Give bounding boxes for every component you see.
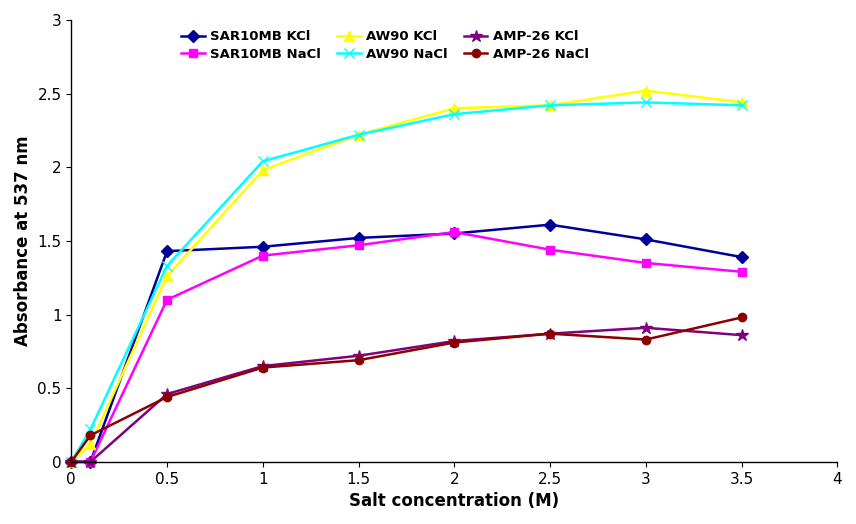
AW90 KCl <box>354 132 364 138</box>
Line: AW90 KCl: AW90 KCl <box>67 86 746 467</box>
AMP-26 NaCl <box>545 331 556 337</box>
SAR10MB NaCl <box>162 297 172 303</box>
AMP-26 KCl <box>736 332 746 339</box>
SAR10MB NaCl <box>640 260 651 266</box>
AW90 NaCl <box>66 458 76 465</box>
AMP-26 NaCl <box>86 432 96 439</box>
Line: SAR10MB KCl: SAR10MB KCl <box>67 221 746 466</box>
SAR10MB NaCl <box>66 458 76 465</box>
AW90 KCl <box>86 441 96 447</box>
SAR10MB KCl <box>640 236 651 243</box>
AW90 KCl <box>66 458 76 465</box>
AMP-26 KCl <box>354 353 364 359</box>
Line: AW90 NaCl: AW90 NaCl <box>67 97 746 467</box>
SAR10MB NaCl <box>354 242 364 248</box>
SAR10MB KCl <box>86 458 96 465</box>
AW90 KCl <box>736 99 746 105</box>
Line: SAR10MB NaCl: SAR10MB NaCl <box>67 228 746 466</box>
AW90 NaCl <box>736 102 746 108</box>
SAR10MB KCl <box>449 231 460 237</box>
AW90 NaCl <box>449 111 460 117</box>
Legend: SAR10MB KCl, SAR10MB NaCl, AW90 KCl, AW90 NaCl, AMP-26 KCl, AMP-26 NaCl: SAR10MB KCl, SAR10MB NaCl, AW90 KCl, AW9… <box>177 27 592 65</box>
AW90 NaCl <box>640 99 651 105</box>
AW90 KCl <box>640 88 651 94</box>
AW90 KCl <box>545 102 556 108</box>
SAR10MB KCl <box>545 222 556 228</box>
AMP-26 KCl <box>66 458 76 465</box>
SAR10MB NaCl <box>449 229 460 235</box>
AMP-26 NaCl <box>258 364 268 370</box>
AMP-26 NaCl <box>66 458 76 465</box>
AMP-26 NaCl <box>736 314 746 321</box>
AMP-26 KCl <box>162 391 172 397</box>
AMP-26 KCl <box>640 325 651 331</box>
SAR10MB NaCl <box>86 458 96 465</box>
SAR10MB KCl <box>258 244 268 250</box>
SAR10MB KCl <box>736 254 746 260</box>
AW90 NaCl <box>258 158 268 165</box>
AW90 NaCl <box>354 132 364 138</box>
AW90 KCl <box>162 273 172 279</box>
AMP-26 NaCl <box>640 336 651 343</box>
AMP-26 KCl <box>258 363 268 369</box>
AW90 NaCl <box>162 263 172 269</box>
AW90 KCl <box>449 105 460 112</box>
AMP-26 KCl <box>86 458 96 465</box>
SAR10MB KCl <box>354 235 364 241</box>
Y-axis label: Absorbance at 537 nm: Absorbance at 537 nm <box>14 136 32 346</box>
Line: AMP-26 NaCl: AMP-26 NaCl <box>67 313 746 466</box>
Line: AMP-26 KCl: AMP-26 KCl <box>65 322 748 468</box>
AMP-26 KCl <box>449 338 460 344</box>
AMP-26 NaCl <box>449 340 460 346</box>
SAR10MB NaCl <box>258 253 268 259</box>
AW90 NaCl <box>86 427 96 433</box>
SAR10MB KCl <box>162 248 172 254</box>
SAR10MB KCl <box>66 458 76 465</box>
SAR10MB NaCl <box>736 269 746 275</box>
AMP-26 NaCl <box>354 357 364 363</box>
X-axis label: Salt concentration (M): Salt concentration (M) <box>349 492 559 510</box>
AW90 KCl <box>258 167 268 173</box>
AMP-26 NaCl <box>162 394 172 400</box>
AW90 NaCl <box>545 102 556 108</box>
SAR10MB NaCl <box>545 247 556 253</box>
AMP-26 KCl <box>545 331 556 337</box>
